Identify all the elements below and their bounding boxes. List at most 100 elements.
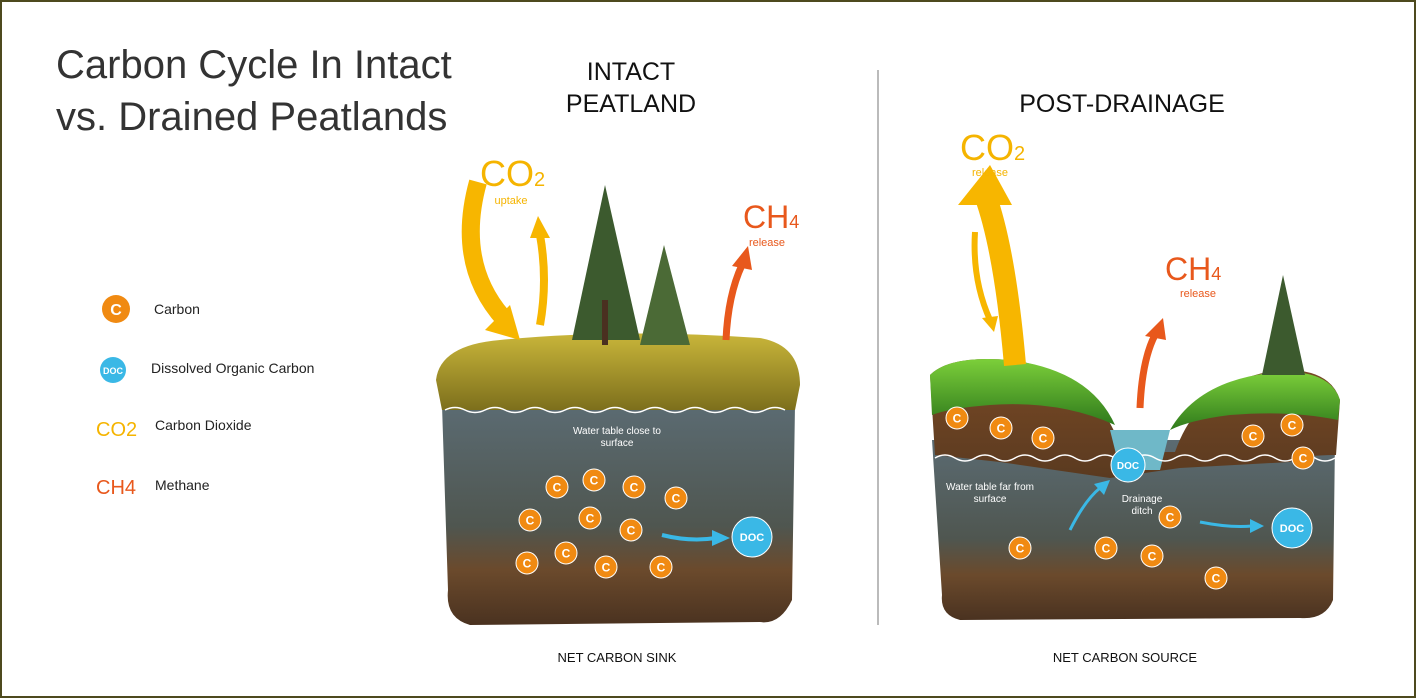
title-line: vs. Drained Peatlands [56, 95, 447, 139]
carbon-icon [1291, 446, 1315, 470]
intact-panel: INTACT PEATLAND CO2 uptake CH4 release W… [436, 58, 800, 665]
carbon-icon [518, 508, 542, 532]
carbon-icon [545, 475, 569, 499]
grass [1170, 371, 1340, 430]
ch4-note: release [749, 237, 785, 249]
carbon-icon [664, 486, 688, 510]
carbon-label: C [562, 547, 571, 561]
carbon-icon [1280, 413, 1304, 437]
legend-doc-icon [100, 357, 126, 383]
co2-arrow [536, 234, 548, 326]
arrowhead [1094, 480, 1110, 495]
carbon-icon [1140, 544, 1164, 568]
carbon-label: C [1039, 432, 1048, 446]
water-table-line [444, 406, 786, 414]
carbon-label: C [1016, 542, 1025, 556]
carbon-icon [622, 475, 646, 499]
carbon-icon [1158, 505, 1182, 529]
formula: CO [960, 127, 1014, 168]
drained-panel: POST-DRAINAGE CO2 release CH4 release Wa… [930, 90, 1340, 665]
carbon-label: C [657, 561, 666, 575]
carbon-label: C [1148, 550, 1157, 564]
arrowhead [1250, 519, 1264, 533]
legend-label: Carbon [154, 301, 200, 317]
carbon-label: C [553, 481, 562, 495]
carbon-label: C [1166, 511, 1175, 525]
panel-title: PEATLAND [566, 90, 696, 118]
carbon-icon [1204, 566, 1228, 590]
carbon-label: C [997, 422, 1006, 436]
ch4-arrow [722, 263, 746, 341]
carbon-label: C [526, 514, 535, 528]
carbon-icon [515, 551, 539, 575]
carbon-icon [582, 468, 606, 492]
formula: CO [480, 153, 534, 194]
carbon-icon [1094, 536, 1118, 560]
subscript: 4 [789, 212, 799, 232]
formula: CH [1165, 251, 1211, 287]
doc-arrow [1068, 486, 1101, 531]
co2-arrow [461, 179, 512, 327]
legend-label: Carbon Dioxide [155, 417, 252, 433]
tree-trunk [602, 300, 608, 345]
legend-label: Dissolved Organic Carbon [151, 360, 314, 376]
doc-label: DOC [1280, 523, 1305, 535]
water-table-label: Water table close to [573, 426, 661, 437]
arrowhead [732, 246, 752, 270]
carbon-label: C [1102, 542, 1111, 556]
carbon-icon [578, 506, 602, 530]
doc-label: DOC [740, 532, 765, 544]
carbon-icon [1241, 424, 1265, 448]
carbon-icon [649, 555, 673, 579]
legend-label: Methane [155, 477, 210, 493]
legend-symbol: CO2 [96, 419, 137, 441]
carbon-label: C [1299, 452, 1308, 466]
panel-title: POST-DRAINAGE [1019, 90, 1225, 118]
carbon-label: C [1249, 430, 1258, 444]
formula: CH [743, 199, 789, 235]
legend-symbol: C [110, 302, 122, 319]
moss-layer [436, 333, 800, 410]
panel-caption: NET CARBON SOURCE [1053, 650, 1198, 665]
carbon-icon [1031, 426, 1055, 450]
tree [572, 185, 640, 340]
carbon-label: C [602, 561, 611, 575]
panel-caption: NET CARBON SINK [558, 650, 677, 665]
carbon-icon [594, 555, 618, 579]
co2-formula: CO2 [480, 153, 545, 194]
doc-label: DOC [1117, 461, 1139, 472]
carbon-icon [1008, 536, 1032, 560]
ditch-label: ditch [1131, 506, 1152, 517]
carbon-label: C [1212, 572, 1221, 586]
co2-arrow [974, 191, 1026, 366]
carbon-label: C [627, 524, 636, 538]
doc-icon [1110, 447, 1146, 483]
panel-title: INTACT [587, 58, 675, 86]
arrowhead [1145, 318, 1166, 340]
title-line: Carbon Cycle In Intact [56, 43, 452, 87]
co2-note: uptake [494, 195, 527, 207]
carbon-icon [619, 518, 643, 542]
doc-icon [731, 516, 773, 558]
carbon-icon [989, 416, 1013, 440]
carbon-label: C [523, 557, 532, 571]
arrowhead [958, 165, 1012, 205]
carbon-icon [554, 541, 578, 565]
arrowhead [712, 530, 730, 546]
legend: C Carbon DOC Dissolved Organic Carbon CO… [96, 295, 314, 499]
legend-symbol: CH4 [96, 477, 136, 499]
arrowhead [530, 216, 550, 238]
co2-formula: CO2 [960, 127, 1025, 168]
subscript: 2 [1014, 143, 1025, 165]
co2-arrow [971, 231, 993, 322]
water-table-label: surface [974, 494, 1007, 505]
carbon-label: C [672, 492, 681, 506]
arrowhead [485, 305, 520, 340]
grass [930, 359, 1115, 425]
ch4-arrow [1136, 333, 1159, 409]
tree [640, 245, 690, 345]
carbon-icon [945, 406, 969, 430]
carbon-label: C [953, 412, 962, 426]
